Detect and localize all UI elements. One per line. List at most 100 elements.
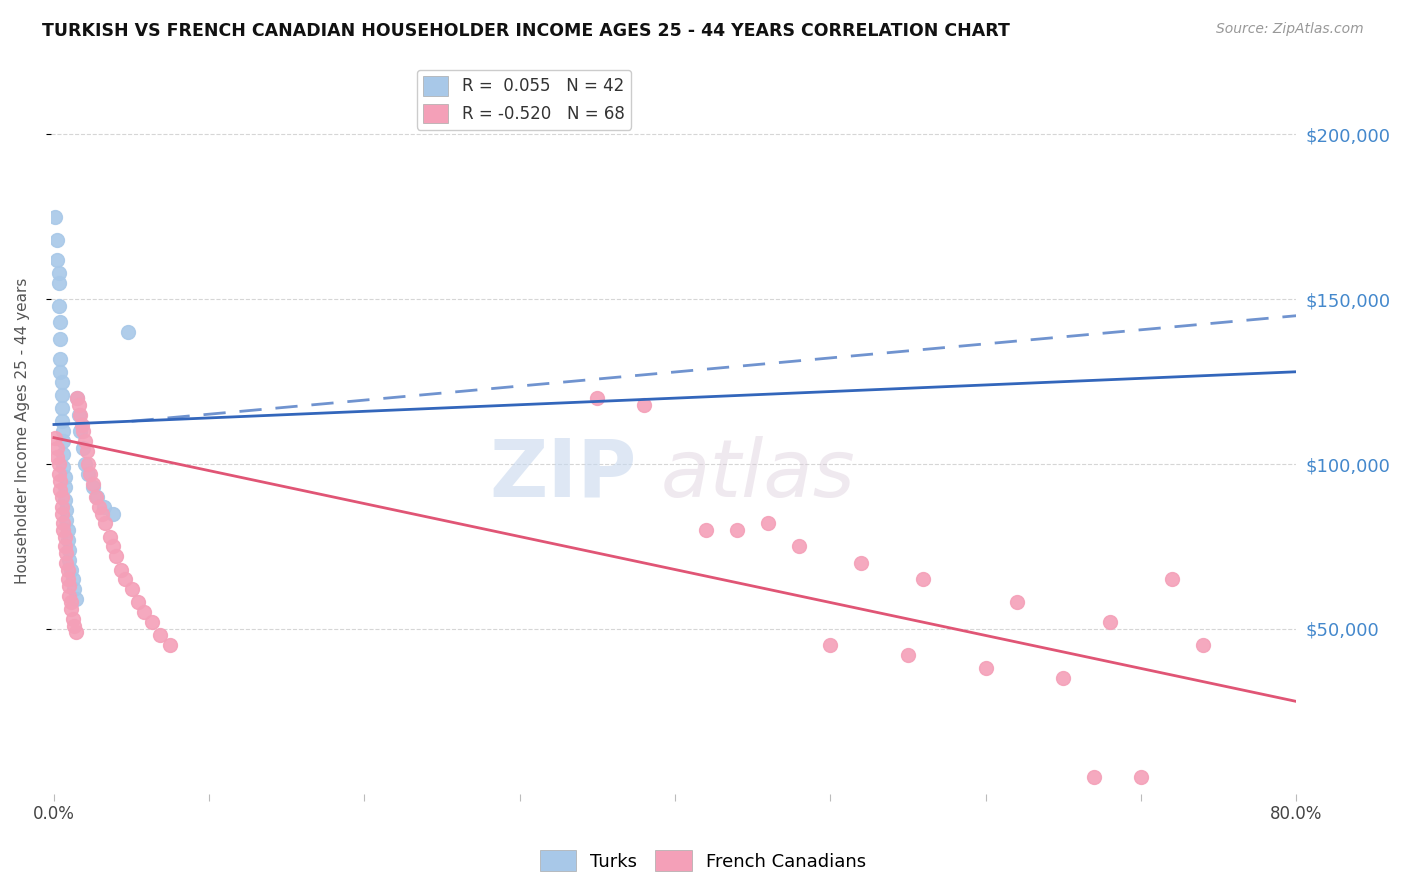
Point [52,516,75,531]
Point [49,365,72,379]
Point [69,408,91,422]
Point [48,299,70,313]
Point [51,375,73,389]
Point [114,573,136,587]
Point [132,606,155,620]
Point [1192,638,1215,652]
Point [46,233,69,247]
Point [48,276,70,290]
Point [53,493,76,508]
Point [101,540,124,554]
Point [51,388,73,402]
Point [48,457,70,471]
Point [974,661,997,675]
Point [79,467,101,481]
Point [82,476,104,491]
Text: TURKISH VS FRENCH CANADIAN HOUSEHOLDER INCOME AGES 25 - 44 YEARS CORRELATION CHA: TURKISH VS FRENCH CANADIAN HOUSEHOLDER I… [42,22,1010,40]
Legend: Turks, French Canadians: Turks, French Canadians [533,843,873,879]
Point [82,480,104,494]
Point [63,618,86,632]
Point [93,500,115,514]
Point [820,638,842,652]
Point [49,474,72,488]
Point [52,523,75,537]
Y-axis label: Householder Income Ages 25 - 44 years: Householder Income Ages 25 - 44 years [15,278,30,584]
Point [55,513,77,527]
Point [148,628,170,642]
Point [101,507,124,521]
Point [98,530,121,544]
Point [73,457,96,471]
Point [159,638,181,652]
Point [787,540,810,554]
Point [46,450,69,465]
Point [55,556,77,570]
Point [117,325,139,339]
Point [1129,770,1152,784]
Point [725,523,748,537]
Point [66,391,89,405]
Point [63,582,86,597]
Point [851,556,873,570]
Legend: R =  0.055   N = 42, R = -0.520   N = 68: R = 0.055 N = 42, R = -0.520 N = 68 [416,70,631,129]
Point [77,467,100,481]
Point [60,562,83,576]
Point [1005,595,1028,609]
Point [586,391,609,405]
Point [65,592,87,607]
Point [141,615,163,630]
Point [60,602,83,616]
Point [62,573,84,587]
Point [67,398,90,412]
Point [48,266,70,280]
Point [65,625,87,640]
Point [695,523,717,537]
Point [67,408,90,422]
Point [56,523,79,537]
Point [60,595,83,609]
Point [87,500,110,514]
Point [46,441,69,455]
Point [55,546,77,560]
Point [52,424,75,438]
Point [58,579,80,593]
Point [912,573,935,587]
Point [55,503,77,517]
Point [52,434,75,448]
Point [53,480,76,494]
Text: Source: ZipAtlas.com: Source: ZipAtlas.com [1216,22,1364,37]
Point [56,562,79,576]
Point [1098,615,1121,630]
Point [127,595,149,609]
Point [56,533,79,547]
Point [49,332,72,346]
Point [66,391,89,405]
Point [46,252,69,267]
Point [58,552,80,566]
Point [52,460,75,475]
Point [86,490,108,504]
Point [1161,573,1184,587]
Text: ZIP: ZIP [489,435,636,514]
Point [53,470,76,484]
Point [756,516,779,531]
Text: atlas: atlas [661,435,856,514]
Point [49,483,72,498]
Point [897,648,920,663]
Point [1052,671,1074,685]
Point [51,490,73,504]
Point [94,516,117,531]
Point [76,443,98,458]
Point [121,582,143,597]
Point [53,530,76,544]
Point [51,507,73,521]
Point [48,467,70,481]
Point [52,447,75,461]
Point [84,490,107,504]
Point [77,457,100,471]
Point [58,542,80,557]
Point [49,315,72,329]
Point [72,441,94,455]
Point [72,424,94,438]
Point [44,210,66,224]
